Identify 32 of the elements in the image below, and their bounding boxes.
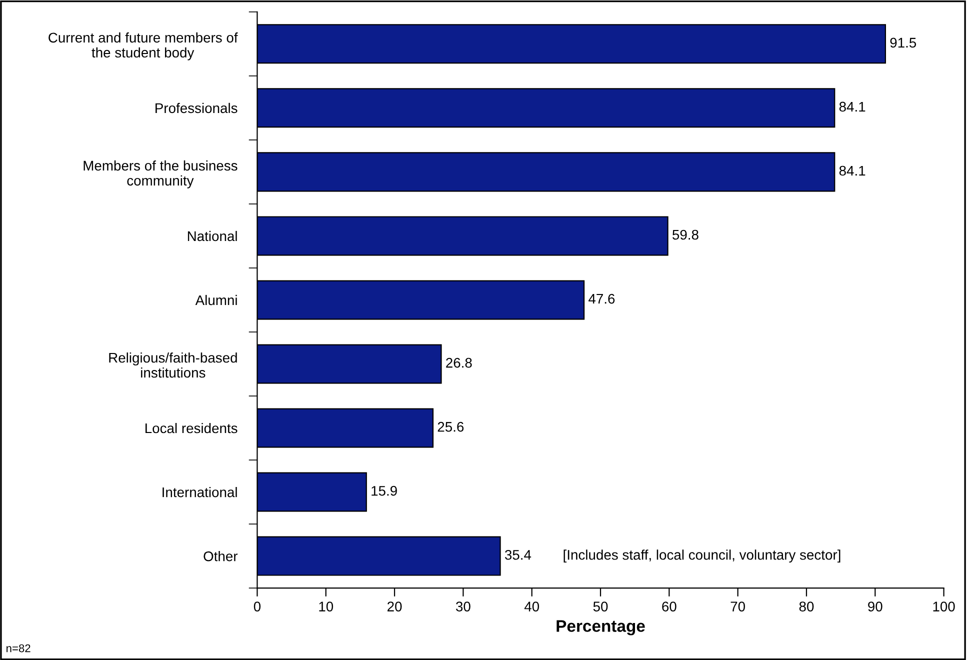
data-label: 47.6: [588, 294, 615, 304]
x-tick-label: 50: [593, 602, 608, 612]
x-tick-label: 70: [730, 602, 746, 612]
x-tick-label: 20: [388, 602, 402, 612]
y-tick-label: Local residents: [146, 422, 238, 434]
data-label: 84.1: [839, 102, 866, 112]
data-label: 59.8: [672, 230, 698, 240]
y-tick-label: International: [162, 486, 237, 498]
y-tick-label: National: [188, 230, 237, 242]
x-tick-label: 10: [319, 602, 334, 612]
data-label: 25.6: [438, 422, 464, 432]
data-label: 35.4: [504, 550, 532, 560]
data-label: 15.9: [372, 486, 397, 496]
annotation: [Includes staff, local council, voluntary sector]: [564, 550, 840, 563]
y-tick-label: Religious/faith-based institutions: [109, 352, 237, 378]
data-label: 91.5: [890, 38, 916, 48]
x-tick-label: 80: [799, 602, 814, 612]
x-axis-title: Percentage: [556, 620, 645, 636]
y-tick-label: Professionals: [156, 102, 238, 114]
x-tick-label: 40: [524, 602, 540, 612]
data-label: 84.1: [839, 166, 866, 176]
y-tick-label: Current and future members of the student body: [48, 32, 238, 60]
x-tick-label: 30: [456, 602, 470, 612]
x-tick-label: 90: [868, 602, 882, 612]
y-tick-label: Other: [204, 551, 238, 562]
data-label: 26.8: [446, 358, 472, 368]
y-tick-label: Alumni: [195, 294, 237, 306]
x-tick-label: 0: [254, 602, 261, 612]
x-tick-label: 100: [933, 602, 955, 612]
text: n=82: [6, 644, 30, 652]
x-tick-label: 60: [662, 602, 676, 612]
y-tick-label: Members of the business community: [84, 160, 238, 188]
